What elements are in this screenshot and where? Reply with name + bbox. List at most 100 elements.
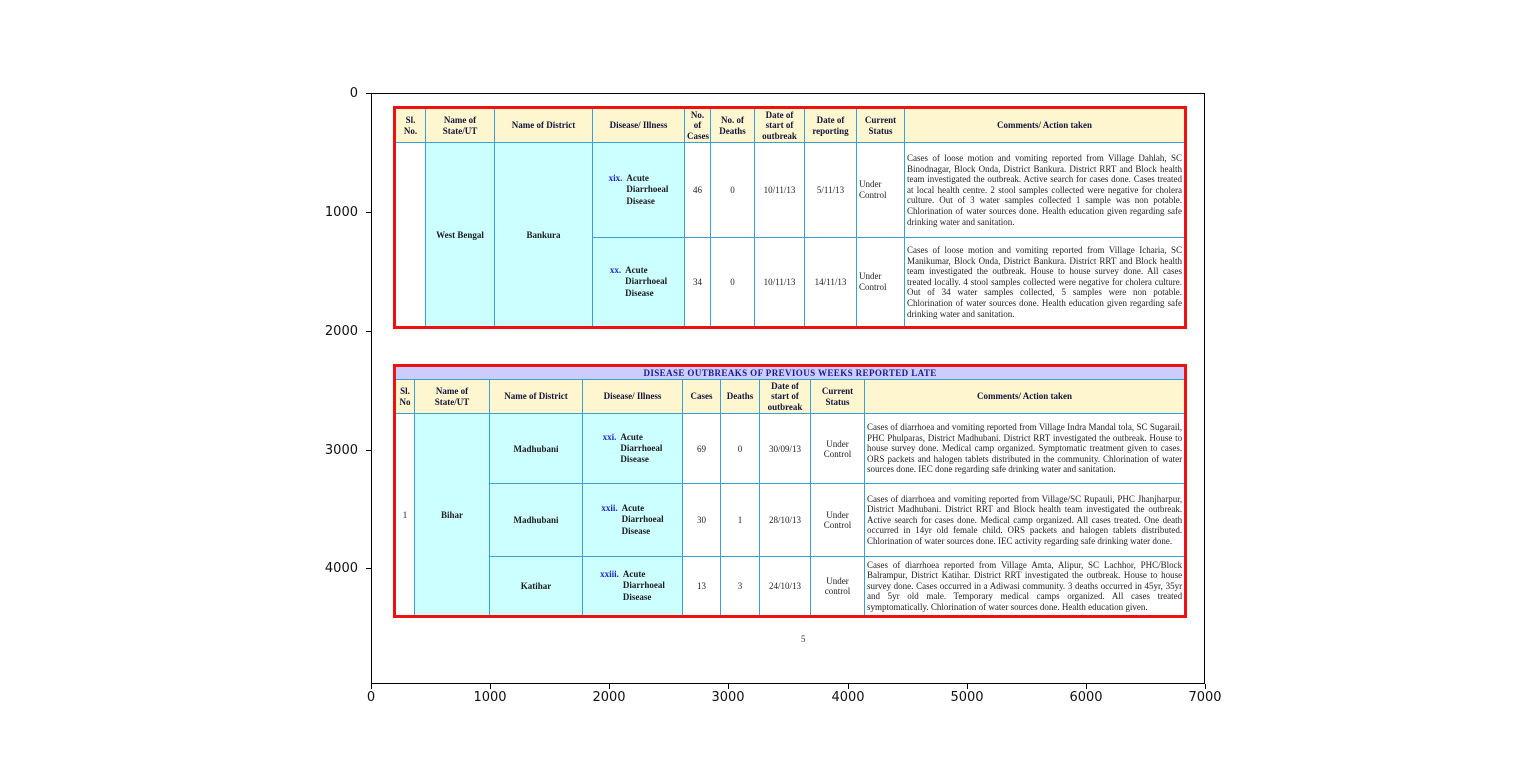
table-row-xix: West Bengal Bankura xix. Acute Diarrhoea… — [394, 142, 1186, 329]
header-district: Name of District — [489, 378, 583, 415]
cell-status: Under Control — [810, 413, 865, 485]
x-tick-label: 5000 — [950, 690, 984, 705]
x-tick-mark — [1086, 684, 1087, 689]
cell-comments: Cases of diarrhoea reported from Village… — [863, 556, 1187, 618]
x-tick-label: 2000 — [592, 690, 626, 705]
previous-weeks-banner: DISEASE OUTBREAKS OF PREVIOUS WEEKS REPO… — [393, 365, 1187, 380]
cell-cases: 34 — [684, 237, 711, 329]
cell-date-start: 28/10/13 — [759, 483, 811, 558]
y-tick-label: 3000 — [324, 443, 358, 458]
y-tick-mark — [366, 568, 371, 569]
cell-disease: xxiii. Acute Diarrhoeal Disease — [582, 556, 683, 618]
cell-status: Under control — [810, 556, 865, 618]
header-deaths: Deaths — [720, 378, 760, 415]
disease-roman-numeral: xix. — [608, 173, 623, 184]
y-tick-mark — [366, 450, 371, 451]
cell-cases: 46 — [684, 142, 711, 239]
cell-district: Katihar — [489, 556, 583, 618]
header-date-start: Date of start of outbreak — [754, 106, 805, 144]
header-date-reporting: Date of reporting — [804, 106, 857, 144]
disease-name: Acute Diarrhoeal Disease — [626, 173, 669, 206]
disease-name: Acute Diarrhoeal Disease — [625, 265, 668, 298]
cell-district: Bankura — [494, 142, 593, 329]
x-tick-mark — [967, 684, 968, 689]
y-tick-mark — [366, 331, 371, 332]
disease-roman-numeral: xxii. — [601, 503, 618, 514]
cell-date-start: 24/10/13 — [759, 556, 811, 618]
header-status: Current Status — [856, 106, 905, 144]
header-district: Name of District — [494, 106, 593, 144]
cell-disease: xix. Acute Diarrhoeal Disease — [592, 142, 685, 239]
y-tick-mark — [366, 93, 371, 94]
cell-disease: xxii. Acute Diarrhoeal Disease — [582, 483, 683, 558]
cell-sl-no: 1 — [394, 413, 415, 618]
x-tick-mark — [490, 684, 491, 689]
outbreak-table-current-week: Sl. No. Name of State/UT Name of Distric… — [393, 106, 1187, 330]
plot-area: Sl. No. Name of State/UT Name of Distric… — [371, 93, 1205, 684]
cell-status: Under Control — [856, 142, 905, 239]
header-cases: No. of Cases — [684, 106, 711, 144]
header-disease: Disease/ Illness — [582, 378, 683, 415]
cell-comments: Cases of diarrhoea and vomiting reported… — [863, 483, 1187, 558]
table2-header-row: Sl. No Name of State/UT Name of District… — [394, 378, 1187, 415]
header-cases: Cases — [682, 378, 721, 415]
x-tick-label: 1000 — [473, 690, 507, 705]
cell-district: Madhubani — [489, 483, 583, 558]
table1-header-row: Sl. No. Name of State/UT Name of Distric… — [394, 106, 1186, 144]
y-tick-label: 0 — [349, 86, 358, 101]
disease-name: Acute Diarrhoeal Disease — [622, 569, 665, 602]
cell-deaths: 3 — [720, 556, 760, 618]
header-state: Name of State/UT — [425, 106, 495, 144]
header-comments: Comments/ Action taken — [863, 378, 1187, 415]
header-deaths: No. of Deaths — [710, 106, 755, 144]
cell-state: West Bengal — [425, 142, 495, 329]
cell-date-start: 10/11/13 — [754, 142, 805, 239]
cell-deaths: 1 — [720, 483, 760, 558]
cell-date-start: 30/09/13 — [759, 413, 811, 485]
x-tick-mark — [609, 684, 610, 689]
document-page-number: 5 — [801, 634, 806, 644]
header-comments: Comments/ Action taken — [904, 106, 1186, 144]
cell-disease: xxi. Acute Diarrhoeal Disease — [582, 413, 683, 485]
cell-deaths: 0 — [720, 413, 760, 485]
header-status: Current Status — [810, 378, 865, 415]
x-tick-label: 6000 — [1069, 690, 1103, 705]
table-row-xx: xx. Acute Diarrhoeal Disease 34 0 10/11/… — [395, 237, 1186, 329]
table-row-xxii: Madhubani xxii. Acute Diarrhoeal Disease… — [395, 483, 1187, 558]
header-sl-no: Sl. No — [394, 378, 415, 415]
cell-disease: xx. Acute Diarrhoeal Disease — [592, 237, 685, 329]
cell-status: Under Control — [856, 237, 905, 329]
header-state: Name of State/UT — [414, 378, 490, 415]
y-tick-mark — [366, 212, 371, 213]
disease-roman-numeral: xx. — [609, 265, 622, 276]
outbreak-table-previous-weeks: DISEASE OUTBREAKS OF PREVIOUS WEEKS REPO… — [393, 364, 1188, 619]
cell-cases: 13 — [682, 556, 721, 618]
table-row-xxiii: Katihar xxiii. Acute Diarrhoeal Disease … — [395, 556, 1187, 618]
cell-district: Madhubani — [489, 413, 583, 485]
disease-name: Acute Diarrhoeal Disease — [621, 503, 664, 536]
cell-comments: Cases of loose motion and vomiting repor… — [904, 142, 1186, 239]
x-tick-mark — [728, 684, 729, 689]
disease-name: Acute Diarrhoeal Disease — [620, 431, 663, 465]
table2-banner-row: DISEASE OUTBREAKS OF PREVIOUS WEEKS REPO… — [393, 365, 1187, 380]
disease-roman-numeral: xxiii. — [600, 569, 619, 580]
cell-deaths: 0 — [710, 142, 755, 239]
x-tick-mark — [371, 684, 372, 689]
y-tick-label: 4000 — [324, 561, 358, 576]
cell-sl-no — [394, 142, 426, 329]
x-tick-label: 3000 — [711, 690, 745, 705]
y-tick-label: 1000 — [324, 205, 358, 220]
y-tick-label: 2000 — [324, 324, 358, 339]
cell-comments: Cases of loose motion and vomiting repor… — [904, 237, 1186, 329]
cell-comments: Cases of diarrhoea and vomiting reported… — [863, 413, 1187, 485]
x-tick-mark — [1205, 684, 1206, 689]
x-tick-label: 7000 — [1188, 690, 1222, 705]
x-tick-mark — [848, 684, 849, 689]
header-date-start: Date of start of outbreak — [759, 378, 811, 415]
cell-cases: 69 — [682, 413, 721, 485]
cell-date-reporting: 14/11/13 — [804, 237, 857, 329]
x-tick-label: 4000 — [831, 690, 865, 705]
cell-status: Under Control — [810, 483, 865, 558]
x-tick-label: 0 — [366, 690, 376, 705]
